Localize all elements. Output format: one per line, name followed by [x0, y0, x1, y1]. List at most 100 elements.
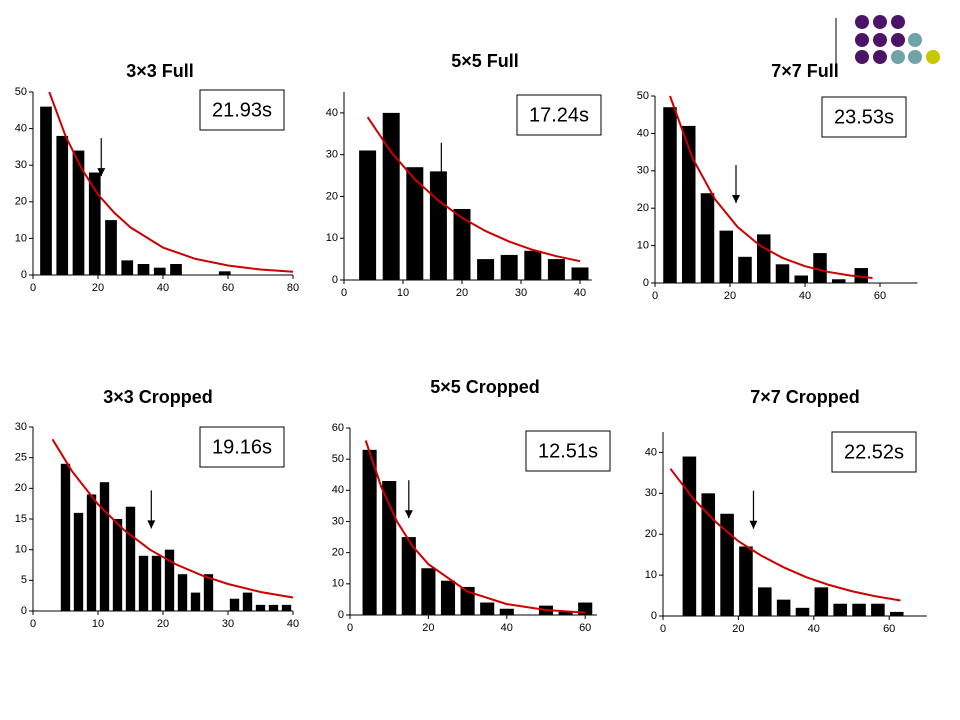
x-tick-label: 30 — [515, 287, 527, 299]
bar — [852, 603, 866, 616]
x-tick-label: 20 — [732, 623, 744, 635]
bar — [795, 607, 810, 616]
bar — [153, 267, 166, 275]
y-tick-label: 0 — [651, 610, 657, 622]
bar — [112, 519, 123, 611]
bar — [40, 106, 52, 275]
bar — [477, 259, 495, 280]
annotation-box — [525, 430, 611, 472]
x-tick-label: 0 — [660, 623, 666, 635]
y-tick-label: 25 — [15, 452, 27, 464]
y-tick-label: 30 — [15, 421, 27, 433]
bar — [889, 611, 904, 616]
bar — [524, 250, 542, 280]
chart-title: 5×5 Full — [451, 51, 519, 71]
bar — [382, 480, 397, 615]
bar — [700, 193, 715, 283]
bar — [682, 125, 696, 283]
bar — [499, 608, 514, 615]
bar — [268, 604, 279, 611]
x-tick-label: 40 — [574, 287, 586, 299]
bar — [229, 598, 240, 611]
y-tick-label: 15 — [15, 513, 27, 525]
bar — [758, 587, 772, 616]
y-tick-label: 10 — [332, 578, 344, 590]
x-tick-label: 40 — [287, 618, 299, 630]
bar — [547, 259, 565, 280]
y-tick-label: 20 — [645, 528, 657, 540]
bar — [421, 568, 436, 615]
bar — [60, 463, 71, 611]
x-tick-label: 10 — [92, 618, 104, 630]
y-tick-label: 30 — [645, 487, 657, 499]
bar — [151, 555, 162, 611]
x-tick-label: 0 — [30, 618, 36, 630]
y-tick-label: 40 — [645, 446, 657, 458]
y-tick-label: 50 — [637, 90, 649, 102]
annotation-box — [821, 96, 907, 138]
bar — [401, 537, 416, 615]
arrow-head — [97, 168, 106, 177]
chart-title: 3×3 Full — [126, 61, 194, 81]
x-tick-label: 40 — [799, 290, 811, 302]
y-tick-label: 5 — [21, 574, 27, 586]
x-tick-label: 80 — [287, 282, 299, 294]
bar — [832, 279, 846, 283]
x-tick-label: 0 — [652, 290, 658, 302]
chart-title: 7×7 Cropped — [750, 387, 860, 407]
x-tick-label: 0 — [341, 287, 347, 299]
bar — [121, 260, 134, 275]
bar — [720, 513, 734, 616]
y-tick-label: 50 — [15, 86, 27, 98]
bar — [776, 599, 791, 616]
x-tick-label: 10 — [397, 287, 409, 299]
fit-curve — [364, 440, 586, 614]
arrow-head — [732, 195, 740, 204]
y-tick-label: 60 — [332, 422, 344, 434]
fit-curve — [669, 468, 901, 602]
bar — [138, 555, 149, 611]
y-tick-label: 30 — [637, 165, 649, 177]
annotation: 21.93s — [212, 99, 272, 121]
bar — [190, 592, 201, 611]
bar — [105, 220, 117, 275]
y-tick-label: 20 — [326, 190, 338, 202]
x-tick-label: 0 — [30, 282, 36, 294]
x-tick-label: 20 — [157, 618, 169, 630]
annotation-box — [516, 94, 602, 136]
bar — [359, 150, 377, 280]
bar — [86, 494, 97, 611]
x-tick-label: 60 — [874, 290, 886, 302]
bar — [164, 549, 175, 611]
fit-curve — [51, 438, 294, 599]
annotation: 17.24s — [529, 104, 589, 126]
bar — [218, 271, 231, 275]
y-tick-label: 50 — [332, 453, 344, 465]
bar — [701, 493, 716, 616]
y-tick-label: 10 — [326, 232, 338, 244]
bar — [663, 107, 677, 283]
arrow — [404, 480, 413, 519]
bar — [177, 574, 188, 611]
bar — [125, 506, 136, 611]
x-tick-label: 30 — [222, 618, 234, 630]
chart-title: 5×5 Cropped — [430, 377, 540, 397]
x-tick-label: 60 — [579, 622, 591, 634]
bar — [757, 234, 771, 283]
annotation: 22.52s — [844, 441, 904, 463]
bar — [362, 449, 377, 615]
annotation: 19.16s — [212, 436, 272, 458]
y-tick-label: 0 — [338, 609, 344, 621]
bar — [719, 230, 733, 283]
annotation-box — [199, 89, 285, 131]
bar — [382, 112, 400, 280]
bar — [775, 264, 790, 283]
arrow — [97, 138, 106, 177]
decoration — [835, 15, 940, 76]
bar — [440, 580, 456, 615]
bar — [682, 456, 697, 616]
x-tick-label: 20 — [724, 290, 736, 302]
y-tick-label: 0 — [21, 605, 27, 617]
y-tick-label: 10 — [15, 232, 27, 244]
fit-curve — [669, 95, 873, 279]
